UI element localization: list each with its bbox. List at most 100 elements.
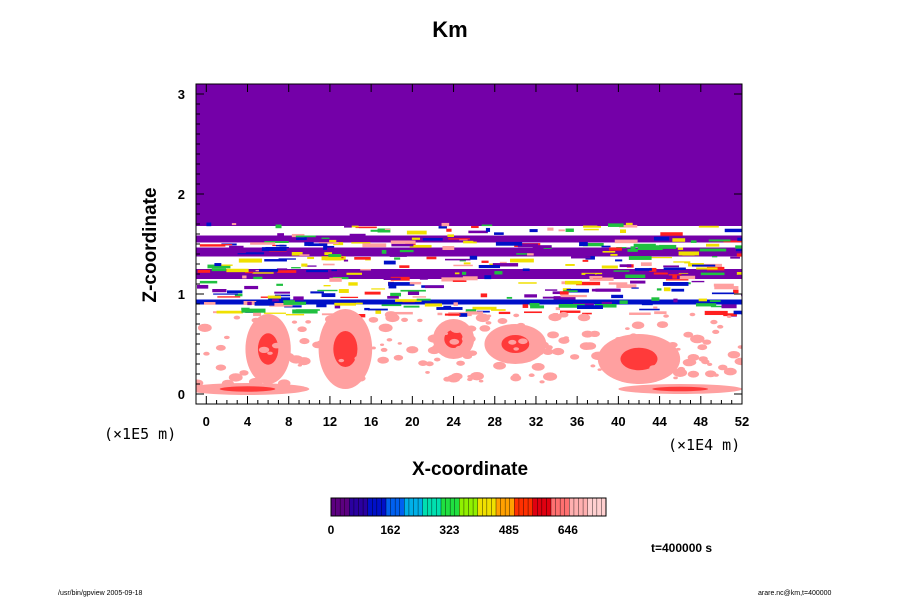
colorbar-cell <box>376 498 382 516</box>
field-speck <box>704 370 717 378</box>
field-cell <box>672 274 677 279</box>
colorbar-cell <box>358 498 364 516</box>
field-speck <box>291 320 298 324</box>
field-cell <box>442 246 455 251</box>
field-cell <box>324 252 333 256</box>
x-axis: 0 4 8 12 16 20 24 28 32 36 40 44 48 52 <box>203 84 749 429</box>
field-speck <box>631 321 645 329</box>
field-cell <box>355 299 363 302</box>
field-cell <box>409 244 432 248</box>
colorbar-cell <box>413 498 419 516</box>
field-speck <box>254 368 268 376</box>
field-cell <box>730 256 740 259</box>
y-axis: 0 1 2 3 <box>178 87 742 402</box>
field-speck <box>203 351 210 356</box>
field-speck <box>347 317 358 324</box>
field-cell <box>406 230 427 235</box>
field-speck <box>379 343 385 347</box>
field-cell <box>199 280 218 284</box>
field-speck <box>548 313 562 322</box>
field-cell <box>610 253 618 256</box>
colorbar-cell <box>468 498 474 516</box>
field-cell <box>616 284 637 288</box>
field-cell <box>237 252 265 255</box>
field-cell <box>214 264 233 266</box>
field-speck <box>386 338 393 342</box>
field-cell <box>663 265 680 268</box>
field-cell <box>705 243 720 247</box>
field-cell <box>199 244 226 247</box>
field-speck <box>493 361 506 370</box>
field-speck <box>702 339 712 345</box>
field-speck <box>485 321 492 325</box>
y-tick-label: 3 <box>178 87 185 102</box>
colorbar-cell <box>601 498 607 516</box>
field-cell <box>424 285 444 289</box>
field-cell <box>338 289 349 293</box>
field-cell <box>583 228 599 231</box>
field-speck <box>478 379 484 383</box>
field-cell <box>354 257 371 260</box>
field-cell <box>517 243 539 248</box>
field-cell <box>665 279 689 281</box>
field-cell <box>387 295 399 299</box>
x-tick-label: 32 <box>529 414 543 429</box>
field-speck <box>427 346 441 355</box>
field-cell <box>444 313 461 316</box>
field-cell <box>472 306 497 310</box>
field-cell <box>733 289 739 294</box>
field-speck <box>689 312 696 317</box>
field-cell <box>721 304 737 309</box>
field-cell <box>524 311 542 314</box>
field-cell <box>284 305 302 308</box>
field-speck <box>427 334 442 343</box>
colorbar-tick-label: 323 <box>439 523 459 537</box>
field-cell <box>291 233 305 238</box>
field-cell <box>506 296 513 299</box>
field-cell <box>544 289 558 291</box>
colorbar-cell <box>587 498 593 516</box>
field-speck <box>608 362 620 370</box>
field-cell <box>558 304 585 308</box>
field-cell <box>708 239 731 242</box>
field-cell <box>494 271 503 275</box>
colorbar-cell <box>505 498 511 516</box>
field-speck <box>570 354 580 360</box>
field-cell <box>283 301 307 305</box>
field-speck <box>530 348 544 356</box>
field-speck <box>629 333 638 338</box>
field-band <box>196 247 742 257</box>
field-cell <box>547 227 554 231</box>
field-cell <box>691 280 705 283</box>
field-speck <box>675 347 681 351</box>
field-cell <box>576 281 601 286</box>
field-cell <box>582 242 604 247</box>
field-cell <box>582 312 592 315</box>
field-cell <box>532 245 552 249</box>
field-cell <box>478 264 501 269</box>
field-cell <box>529 303 540 306</box>
field-cell <box>459 259 466 262</box>
field-cell <box>448 238 470 240</box>
field-cell <box>712 256 718 258</box>
field-cell <box>671 288 685 292</box>
colorbar-cell <box>564 498 570 516</box>
field-cell <box>203 302 216 305</box>
field-cell <box>611 294 624 299</box>
colorbar-cell <box>500 498 506 516</box>
field-speck <box>297 326 307 333</box>
colorbar-cell <box>546 498 552 516</box>
field-cell <box>216 310 243 314</box>
colorbar-cell <box>340 498 346 516</box>
field-cell <box>559 291 569 295</box>
colorbar-cell <box>349 498 355 516</box>
field-cell <box>383 277 401 280</box>
field-speck <box>258 346 270 354</box>
field-cell <box>566 288 589 293</box>
field-cell <box>498 311 511 315</box>
field-speck <box>516 322 526 328</box>
field-cell <box>476 310 490 313</box>
field-cell <box>407 291 420 295</box>
field-speck <box>465 325 477 332</box>
field-cell <box>736 253 742 257</box>
